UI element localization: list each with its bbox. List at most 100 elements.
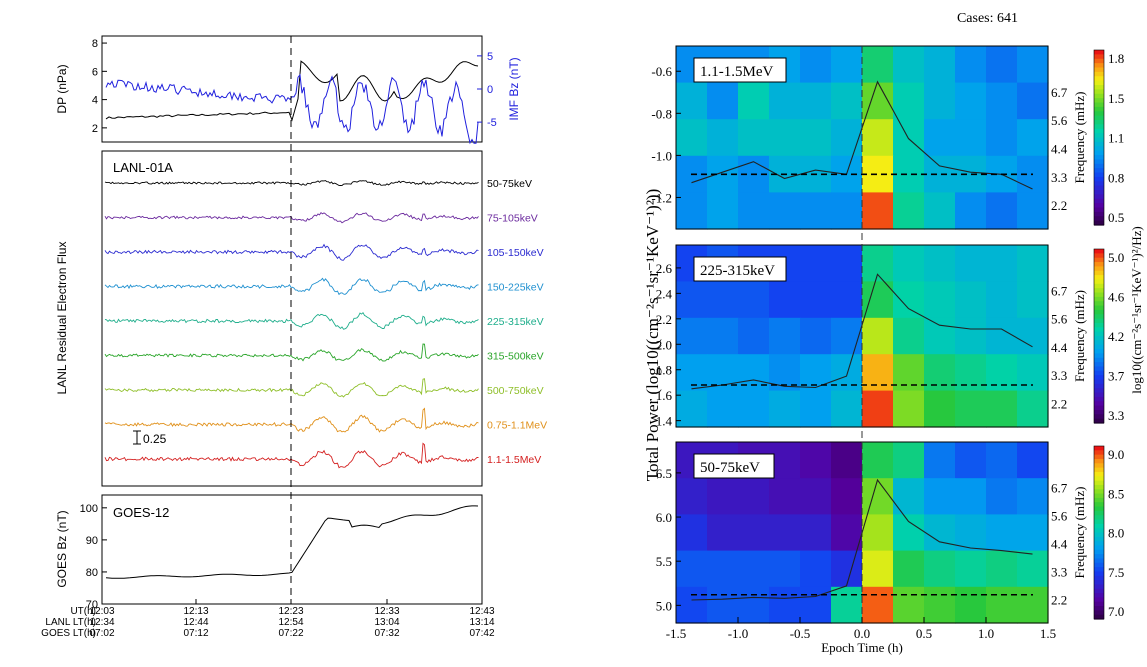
time-row-label-lanl: LANL LT(h) [45,617,96,628]
colorbar-tick-label: 7.0 [1108,604,1124,619]
colorbar-segment [1094,575,1104,581]
colorbar-segment [1094,593,1104,598]
dp-ytick-label: 6 [92,66,98,78]
colorbar-segment [1094,515,1104,521]
heatmap-cell [800,317,832,355]
power-ytick-label: 1.8 [656,363,672,378]
lanl-panel-frame [101,150,483,487]
heatmap-cell [738,281,770,319]
colorbar-segment [1094,172,1104,178]
heatmap-cell [893,478,925,515]
left-figure: 8 6 4 2 5 0 -5 DP (nPa) IMF Bz (nT) LANL-01A … [41,35,547,639]
heatmap-cell [707,317,739,355]
colorbar-segment [1094,220,1104,226]
heatmap-cell [831,119,863,157]
heatmap-cell [1017,82,1049,120]
heatmap-cell [955,119,987,157]
power-ytick-label: -1.0 [651,148,672,163]
goes-panel: GOES-12 100 90 80 70 GOES Bz (nT) [55,494,483,611]
heatmap-cell [738,192,770,230]
colorbar-segment [1094,588,1104,594]
colorbar-tick-label: 1.5 [1108,91,1124,106]
time-tick-label: 07:32 [374,628,399,639]
time-tick-label: 12:54 [278,617,303,628]
lanl-channel-line [104,343,479,362]
colorbar-segment [1094,541,1104,547]
heatmap-cell [769,82,801,120]
scale-bar-label: 0.25 [143,432,167,446]
epoch-xtick-label: -1.0 [728,626,749,641]
heatmap-cell [986,82,1018,120]
colorbar-segment [1094,211,1104,217]
heatmap-cell [738,514,770,552]
lanl-channel-line [104,277,479,296]
colorbar-segment [1094,519,1104,525]
heatmap-cell [986,192,1018,230]
time-tick-label: 07:42 [469,628,494,639]
power-ytick-label: 6.0 [656,510,672,525]
heatmap-cell [924,192,956,230]
lanl-channel-label: 150-225keV [487,282,544,294]
lanl-channel-lines [104,180,479,469]
colorbar-segment [1094,375,1104,381]
imf-ytick-label: 5 [487,51,493,63]
heatmap-cell [1017,550,1049,588]
panel-label-box [693,57,787,83]
colorbar-segment [1094,124,1104,130]
panel-label: 50-75keV [700,460,760,476]
imf-axis-label: IMF Bz (nT) [507,57,521,120]
lanl-channel-line [104,311,479,330]
colorbar-segment [1094,463,1104,469]
power-ytick-label: 2.4 [656,286,673,301]
epoch-xtick-label: -1.5 [666,626,687,641]
goes-ytick-label: 90 [86,535,98,547]
colorbar-segment [1094,163,1104,169]
colorbar-segment [1094,93,1104,99]
colorbar-segment [1094,484,1104,490]
goes-ytick-label: 100 [80,503,98,515]
goes-ytick-label: 70 [86,599,98,611]
colorbar-segment [1094,366,1104,372]
imf-bz-series-line [105,73,479,145]
colorbar-segment [1094,262,1104,267]
heatmap-panel: 225-315keV 2.6 2.4 2.2 2.0 1.8 1.6 1.4 6.7 5.6 4.4… [656,244,1125,429]
frequency-tick-label: 3.3 [1051,170,1067,185]
heatmap-cell [862,245,894,282]
heatmap-cell [955,245,987,282]
colorbar-segment [1094,502,1104,508]
panel-label: 1.1-1.5MeV [700,64,773,80]
power-ytick-label: 2.2 [656,312,672,327]
heatmap-cell [862,586,894,624]
heatmap-cell [800,281,832,319]
heatmap-cell [676,192,708,230]
power-ytick-label: 6.5 [656,466,672,481]
heatmap-cell [738,317,770,355]
colorbar-segment [1094,349,1104,354]
heatmap-cell [769,317,801,355]
frequency-tick-label: 2.2 [1051,396,1067,411]
time-row-label-goes: GOES LT(h) [41,628,96,639]
colorbar-segment [1094,331,1104,337]
heatmap-cell [1017,281,1049,319]
time-row-label-ut: UT(h) [70,606,96,617]
colorbar-segment [1094,353,1104,359]
time-axis: UT(h) LANL LT(h) GOES LT(h) 12:0312:3407… [41,599,495,639]
heatmap-cell [955,390,987,428]
colorbar-segment [1094,567,1104,573]
heatmap-cell [1017,245,1049,282]
heatmap-cell [862,514,894,552]
colorbar-segment [1094,523,1104,529]
frequency-axis-label: Frequency (mHz) [1072,290,1087,382]
colorbar-segment [1094,318,1104,324]
colorbar-segment [1094,532,1104,538]
power-ytick-label: 2.0 [656,337,672,352]
colorbar-axis-label: log10((cm⁻²s⁻¹sr⁻¹KeV⁻¹)²/Hz) [1129,226,1144,394]
time-tick-label: 07:02 [89,628,114,639]
frequency-tick-label: 3.3 [1051,564,1067,579]
power-ytick-label: 2.6 [656,261,673,276]
heatmap-cell [924,317,956,355]
epoch-axis-label: Epoch Time (h) [821,640,903,655]
heatmap-cell [862,155,894,193]
heatmap-cell [707,586,739,624]
time-tick-label: 12:44 [183,617,208,628]
